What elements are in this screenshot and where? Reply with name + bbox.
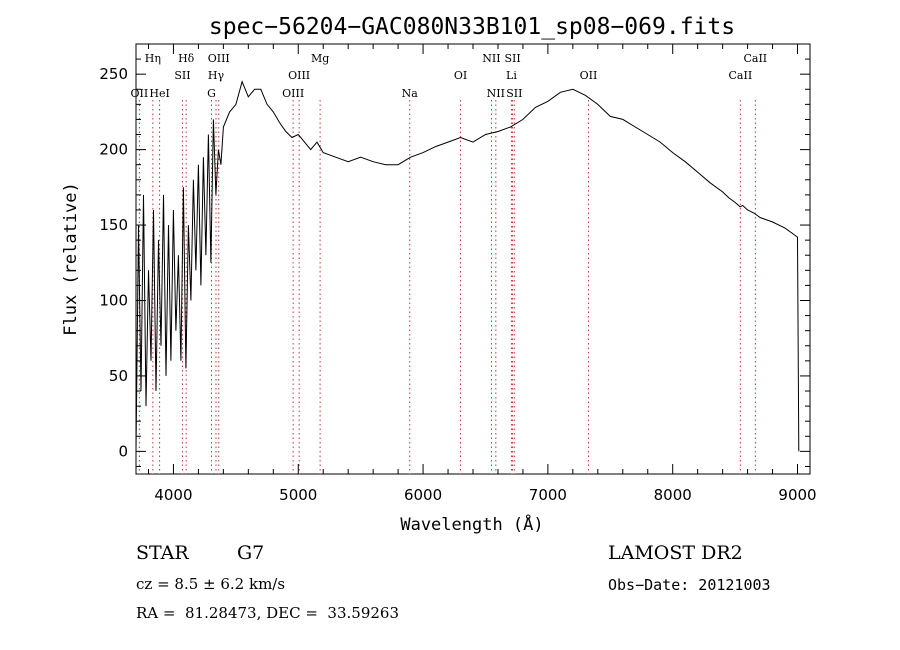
series-layer xyxy=(135,80,800,452)
x-tick-label: 7000 xyxy=(529,486,567,504)
x-tick-label: 9000 xyxy=(778,486,816,504)
ra-dec: RA = 81.28473, DEC = 33.59263 xyxy=(136,604,400,622)
redshift-cz: cz = 8.5 ± 6.2 km/s xyxy=(136,575,286,593)
line-marker-label: SII xyxy=(506,87,522,100)
line-marker-label: OIII xyxy=(208,52,230,65)
line-marker-label: Hη xyxy=(145,52,161,65)
object-class: STAR xyxy=(136,542,189,564)
x-tick-label: 8000 xyxy=(654,486,692,504)
y-tick-label: 250 xyxy=(99,65,128,83)
line-marker-label: Li xyxy=(506,69,517,82)
y-tick-label: 100 xyxy=(99,291,128,309)
y-tick-label: 50 xyxy=(109,367,128,385)
line-marker-label: CaII xyxy=(729,69,753,82)
y-tick-label: 0 xyxy=(118,442,128,460)
line-marker-label: SII xyxy=(174,69,190,82)
line-marker-label: HeI xyxy=(149,87,169,100)
x-tick-label: 6000 xyxy=(404,486,442,504)
line-marker-label: NII xyxy=(482,52,500,65)
line-marker-label: OII xyxy=(131,87,149,100)
line-marker-label: CaII xyxy=(743,52,767,65)
y-axis-label: Flux (relative) xyxy=(61,182,81,336)
line-marker-label: SII xyxy=(504,52,520,65)
x-tick-label: 5000 xyxy=(279,486,317,504)
y-tick-label: 150 xyxy=(99,216,128,234)
plot-frame xyxy=(135,43,811,475)
line-marker-label: Hδ xyxy=(178,52,195,65)
line-marker-label: Mg xyxy=(311,52,329,65)
chart-title: spec−56204−GAC080N33B101_sp08−069.fits xyxy=(209,14,735,40)
spectrum-series-line xyxy=(135,80,800,452)
line-marker-label: OII xyxy=(580,69,598,82)
axis-tick-labels: 4000 5000 6000 7000 8000 9000 0 50 100 150 200 250 xyxy=(99,65,816,504)
line-marker-label: OIII xyxy=(288,69,310,82)
x-tick-label: 4000 xyxy=(154,486,192,504)
line-marker-label: OIII xyxy=(282,87,304,100)
line-marker-label: Na xyxy=(402,87,419,100)
line-marker-label: NII xyxy=(487,87,505,100)
obs-date: Obs−Date: 20121003 xyxy=(608,576,771,594)
line-markers xyxy=(138,100,756,474)
y-tick-label: 200 xyxy=(99,141,128,159)
x-axis-label: Wavelength (Å) xyxy=(400,513,543,535)
axis-ticks xyxy=(136,44,810,474)
line-marker-label: Hγ xyxy=(208,69,225,82)
subclass: G7 xyxy=(237,542,265,564)
line-marker-label: OI xyxy=(454,69,467,82)
line-marker-label: G xyxy=(207,87,216,100)
survey-name: LAMOST DR2 xyxy=(608,542,743,564)
